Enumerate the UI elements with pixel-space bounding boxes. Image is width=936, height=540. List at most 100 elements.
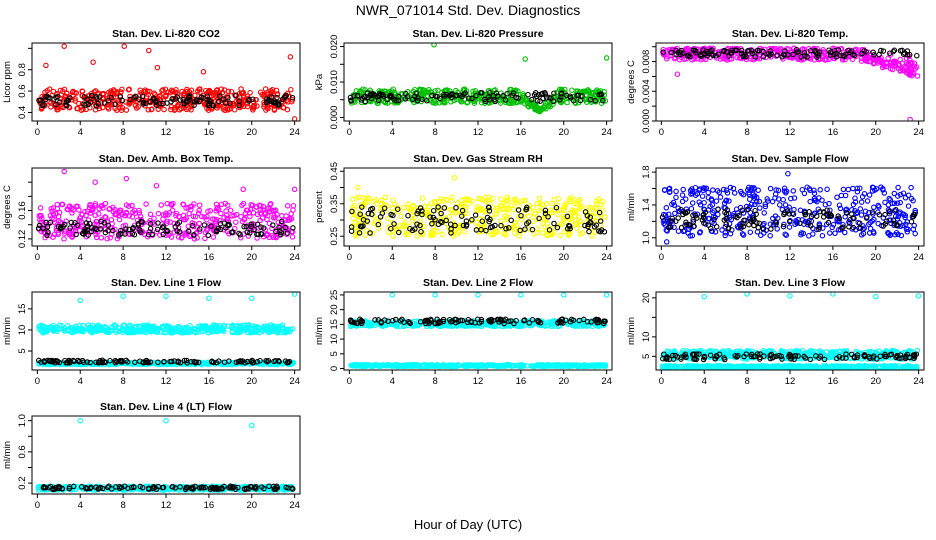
data-point bbox=[524, 221, 530, 227]
data-point bbox=[53, 210, 59, 217]
data-point bbox=[410, 204, 416, 210]
data-point bbox=[100, 205, 106, 211]
data-point bbox=[379, 210, 386, 216]
data-point bbox=[165, 89, 171, 96]
data-point bbox=[142, 325, 148, 331]
data-point bbox=[696, 199, 702, 205]
data-point bbox=[208, 223, 214, 229]
data-point bbox=[202, 235, 208, 242]
data-point bbox=[760, 54, 767, 60]
data-point bbox=[207, 224, 213, 230]
data-point bbox=[469, 95, 475, 102]
data-point bbox=[478, 90, 484, 96]
data-point bbox=[895, 231, 901, 238]
data-point bbox=[713, 53, 719, 59]
data-points bbox=[348, 175, 608, 239]
data-point bbox=[895, 184, 901, 191]
data-point bbox=[271, 212, 277, 219]
data-point bbox=[582, 209, 589, 215]
data-point bbox=[665, 211, 672, 218]
data-point bbox=[908, 195, 915, 202]
data-point bbox=[895, 193, 901, 199]
data-point bbox=[743, 203, 750, 210]
data-point bbox=[262, 211, 269, 217]
data-point bbox=[62, 228, 68, 234]
data-point bbox=[44, 93, 50, 99]
data-point bbox=[414, 221, 420, 227]
data-point bbox=[689, 188, 696, 195]
data-point bbox=[660, 211, 667, 218]
data-point bbox=[763, 227, 769, 234]
data-point bbox=[388, 93, 394, 100]
data-point bbox=[678, 224, 685, 231]
data-point bbox=[756, 47, 763, 54]
x-tick-label: 8 bbox=[120, 127, 125, 138]
data-point bbox=[721, 217, 728, 223]
data-point bbox=[55, 231, 61, 238]
data-point bbox=[504, 90, 510, 97]
data-point bbox=[270, 207, 276, 214]
data-point bbox=[50, 88, 57, 95]
data-point bbox=[539, 230, 546, 236]
data-point bbox=[900, 190, 907, 196]
data-points bbox=[659, 170, 919, 245]
data-point bbox=[417, 222, 423, 229]
data-point bbox=[117, 227, 124, 234]
data-point bbox=[777, 202, 783, 208]
data-point bbox=[87, 359, 93, 366]
data-point bbox=[287, 327, 294, 333]
data-point bbox=[70, 207, 76, 213]
data-point bbox=[59, 322, 65, 329]
data-point bbox=[668, 49, 675, 56]
data-point bbox=[875, 202, 881, 209]
data-point bbox=[699, 193, 706, 199]
data-point bbox=[266, 234, 272, 241]
data-point bbox=[557, 232, 563, 238]
data-point bbox=[807, 223, 814, 229]
data-point bbox=[394, 206, 401, 212]
data-point bbox=[67, 325, 73, 331]
data-point bbox=[108, 94, 114, 101]
data-point bbox=[597, 97, 603, 103]
data-point bbox=[388, 211, 394, 218]
data-point bbox=[694, 215, 700, 221]
data-point bbox=[690, 223, 697, 230]
data-point bbox=[184, 360, 190, 366]
data-point bbox=[145, 359, 152, 366]
data-point bbox=[241, 223, 247, 230]
data-point bbox=[472, 90, 478, 96]
data-point bbox=[687, 54, 693, 60]
data-point bbox=[722, 232, 728, 239]
data-point bbox=[473, 92, 479, 99]
data-point bbox=[485, 88, 492, 94]
outlier-point bbox=[291, 116, 298, 121]
data-point bbox=[542, 210, 549, 217]
data-point bbox=[62, 221, 68, 228]
data-point bbox=[789, 210, 796, 216]
data-point bbox=[147, 99, 153, 105]
data-point bbox=[116, 213, 122, 219]
data-point bbox=[734, 54, 740, 61]
data-point bbox=[349, 208, 355, 215]
data-point bbox=[248, 221, 255, 227]
x-tick-label: 16 bbox=[204, 376, 215, 387]
data-point bbox=[864, 198, 871, 204]
data-point bbox=[540, 90, 546, 97]
outlier-point bbox=[291, 186, 298, 193]
data-point bbox=[555, 211, 561, 218]
data-point bbox=[417, 86, 423, 93]
x-tick-label: 12 bbox=[785, 252, 796, 263]
data-point bbox=[248, 358, 254, 365]
data-point bbox=[720, 186, 727, 193]
data-point bbox=[45, 229, 51, 235]
data-point bbox=[577, 231, 584, 237]
data-point bbox=[155, 220, 161, 226]
data-point bbox=[275, 100, 281, 106]
data-point bbox=[785, 52, 791, 58]
data-point bbox=[871, 204, 877, 211]
data-point bbox=[350, 215, 356, 222]
data-point bbox=[587, 96, 594, 103]
data-point bbox=[159, 224, 166, 231]
data-point bbox=[443, 197, 450, 203]
data-point bbox=[850, 185, 856, 192]
